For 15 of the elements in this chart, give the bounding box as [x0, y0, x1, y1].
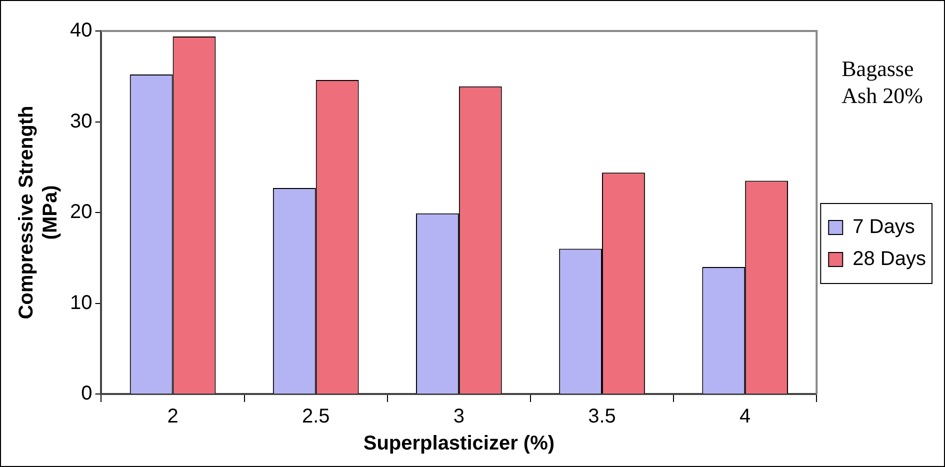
legend-label: 7 Days [852, 216, 915, 238]
y-tick-label: 0 [81, 382, 92, 405]
x-tick-label: 3 [453, 406, 464, 428]
x-tick-label: 3.5 [588, 406, 616, 428]
y-tick-label: 40 [70, 20, 92, 42]
y-tick-label: 20 [70, 201, 92, 224]
x-tick-label: 4 [740, 406, 751, 428]
y-axis-title: Compressive Strength (MPa) [16, 106, 62, 320]
x-tick-label: 2 [167, 406, 178, 428]
x-tick-label: 2.5 [302, 406, 330, 428]
text: Bagasse Ash 20% [842, 56, 923, 108]
y-tick-label: 10 [70, 292, 92, 314]
y-tick-label: 30 [70, 110, 92, 132]
x-axis-title: Superplasticizer (%) [363, 432, 555, 455]
legend-label: 28 Days [852, 248, 926, 270]
